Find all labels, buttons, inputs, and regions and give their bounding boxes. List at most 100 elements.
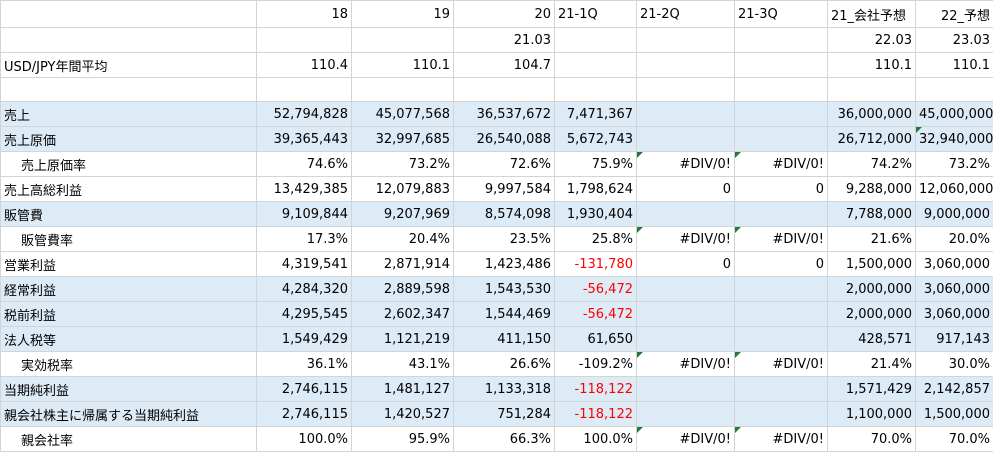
row-label-cell[interactable]: 売上原価率 — [0, 151, 257, 177]
value-cell[interactable]: 61,650 — [554, 326, 637, 352]
value-cell[interactable] — [734, 77, 828, 102]
value-cell[interactable]: 3,060,000 — [915, 251, 993, 277]
value-cell[interactable] — [734, 101, 828, 127]
value-cell[interactable]: 21-3Q — [734, 0, 828, 28]
value-cell[interactable]: 1,420,527 — [351, 401, 454, 427]
value-cell[interactable]: 21.4% — [827, 351, 916, 377]
value-cell[interactable]: 39,365,443 — [256, 126, 352, 152]
value-cell[interactable]: -118,122 — [554, 376, 637, 402]
value-cell[interactable]: 18 — [256, 0, 352, 28]
value-cell[interactable]: 100.0% — [256, 426, 352, 452]
value-cell[interactable] — [351, 77, 454, 102]
value-cell[interactable]: 1,930,404 — [554, 201, 637, 227]
value-cell[interactable] — [554, 52, 637, 78]
value-cell[interactable]: 20.0% — [915, 226, 993, 252]
value-cell[interactable]: 70.0% — [915, 426, 993, 452]
row-label-cell[interactable]: 当期純利益 — [0, 376, 257, 402]
value-cell[interactable] — [734, 376, 828, 402]
value-cell[interactable]: 0 — [636, 176, 735, 202]
value-cell[interactable] — [351, 27, 454, 53]
value-cell[interactable] — [636, 401, 735, 427]
value-cell[interactable]: 110.1 — [827, 52, 916, 78]
value-cell[interactable]: 1,549,429 — [256, 326, 352, 352]
value-cell[interactable]: 70.0% — [827, 426, 916, 452]
value-cell[interactable]: 1,133,318 — [453, 376, 555, 402]
value-cell[interactable]: 12,060,000 — [915, 176, 993, 202]
value-cell[interactable]: 3,060,000 — [915, 301, 993, 327]
value-cell[interactable]: #DIV/0! — [734, 351, 828, 377]
value-cell[interactable]: 17.3% — [256, 226, 352, 252]
row-label-cell[interactable] — [0, 77, 257, 102]
value-cell[interactable] — [554, 77, 637, 102]
value-cell[interactable]: -131,780 — [554, 251, 637, 277]
value-cell[interactable] — [734, 27, 828, 53]
value-cell[interactable]: #DIV/0! — [734, 151, 828, 177]
value-cell[interactable]: 1,500,000 — [915, 401, 993, 427]
value-cell[interactable]: 0 — [734, 251, 828, 277]
row-label-cell[interactable]: 経常利益 — [0, 276, 257, 302]
value-cell[interactable]: 26,712,000 — [827, 126, 916, 152]
value-cell[interactable]: 7,471,367 — [554, 101, 637, 127]
value-cell[interactable]: 52,794,828 — [256, 101, 352, 127]
value-cell[interactable]: #DIV/0! — [636, 426, 735, 452]
value-cell[interactable]: 1,481,127 — [351, 376, 454, 402]
value-cell[interactable]: 21-2Q — [636, 0, 735, 28]
value-cell[interactable]: 4,284,320 — [256, 276, 352, 302]
value-cell[interactable]: 22.03 — [827, 27, 916, 53]
value-cell[interactable]: 2,871,914 — [351, 251, 454, 277]
value-cell[interactable]: 1,798,624 — [554, 176, 637, 202]
value-cell[interactable]: -56,472 — [554, 276, 637, 302]
value-cell[interactable]: 751,284 — [453, 401, 555, 427]
value-cell[interactable]: 917,143 — [915, 326, 993, 352]
row-label-cell[interactable]: 営業利益 — [0, 251, 257, 277]
value-cell[interactable] — [636, 276, 735, 302]
value-cell[interactable]: 9,109,844 — [256, 201, 352, 227]
value-cell[interactable] — [554, 27, 637, 53]
value-cell[interactable]: 9,997,584 — [453, 176, 555, 202]
value-cell[interactable]: 411,150 — [453, 326, 555, 352]
value-cell[interactable]: 74.6% — [256, 151, 352, 177]
value-cell[interactable]: #DIV/0! — [636, 351, 735, 377]
value-cell[interactable]: 72.6% — [453, 151, 555, 177]
value-cell[interactable]: 2,000,000 — [827, 276, 916, 302]
value-cell[interactable] — [636, 52, 735, 78]
value-cell[interactable]: 2,889,598 — [351, 276, 454, 302]
value-cell[interactable]: 9,288,000 — [827, 176, 916, 202]
value-cell[interactable] — [453, 77, 555, 102]
row-label-cell[interactable]: USD/JPY年間平均 — [0, 52, 257, 78]
value-cell[interactable]: 110.1 — [915, 52, 993, 78]
row-label-cell[interactable]: 売上 — [0, 101, 257, 127]
value-cell[interactable]: #DIV/0! — [636, 226, 735, 252]
value-cell[interactable] — [734, 276, 828, 302]
value-cell[interactable]: 2,746,115 — [256, 401, 352, 427]
value-cell[interactable] — [636, 77, 735, 102]
value-cell[interactable]: 1,423,486 — [453, 251, 555, 277]
value-cell[interactable]: 12,079,883 — [351, 176, 454, 202]
row-label-cell[interactable]: 親会社株主に帰属する当期純利益 — [0, 401, 257, 427]
value-cell[interactable]: 3,060,000 — [915, 276, 993, 302]
row-label-cell[interactable] — [0, 0, 257, 28]
value-cell[interactable]: 75.9% — [554, 151, 637, 177]
value-cell[interactable] — [636, 101, 735, 127]
value-cell[interactable] — [827, 77, 916, 102]
value-cell[interactable]: 9,000,000 — [915, 201, 993, 227]
value-cell[interactable]: 22_予想 — [915, 0, 993, 28]
value-cell[interactable]: -118,122 — [554, 401, 637, 427]
value-cell[interactable]: 1,100,000 — [827, 401, 916, 427]
value-cell[interactable]: 25.8% — [554, 226, 637, 252]
row-label-cell[interactable] — [0, 27, 257, 53]
value-cell[interactable]: 21-1Q — [554, 0, 637, 28]
value-cell[interactable]: 1,500,000 — [827, 251, 916, 277]
row-label-cell[interactable]: 売上高総利益 — [0, 176, 257, 202]
value-cell[interactable] — [915, 77, 993, 102]
row-label-cell[interactable]: 実効税率 — [0, 351, 257, 377]
value-cell[interactable]: -109.2% — [554, 351, 637, 377]
value-cell[interactable]: 36,000,000 — [827, 101, 916, 127]
value-cell[interactable]: 8,574,098 — [453, 201, 555, 227]
value-cell[interactable]: 1,571,429 — [827, 376, 916, 402]
value-cell[interactable] — [734, 201, 828, 227]
value-cell[interactable]: 1,543,530 — [453, 276, 555, 302]
value-cell[interactable]: 30.0% — [915, 351, 993, 377]
value-cell[interactable]: 21.6% — [827, 226, 916, 252]
value-cell[interactable]: 45,077,568 — [351, 101, 454, 127]
